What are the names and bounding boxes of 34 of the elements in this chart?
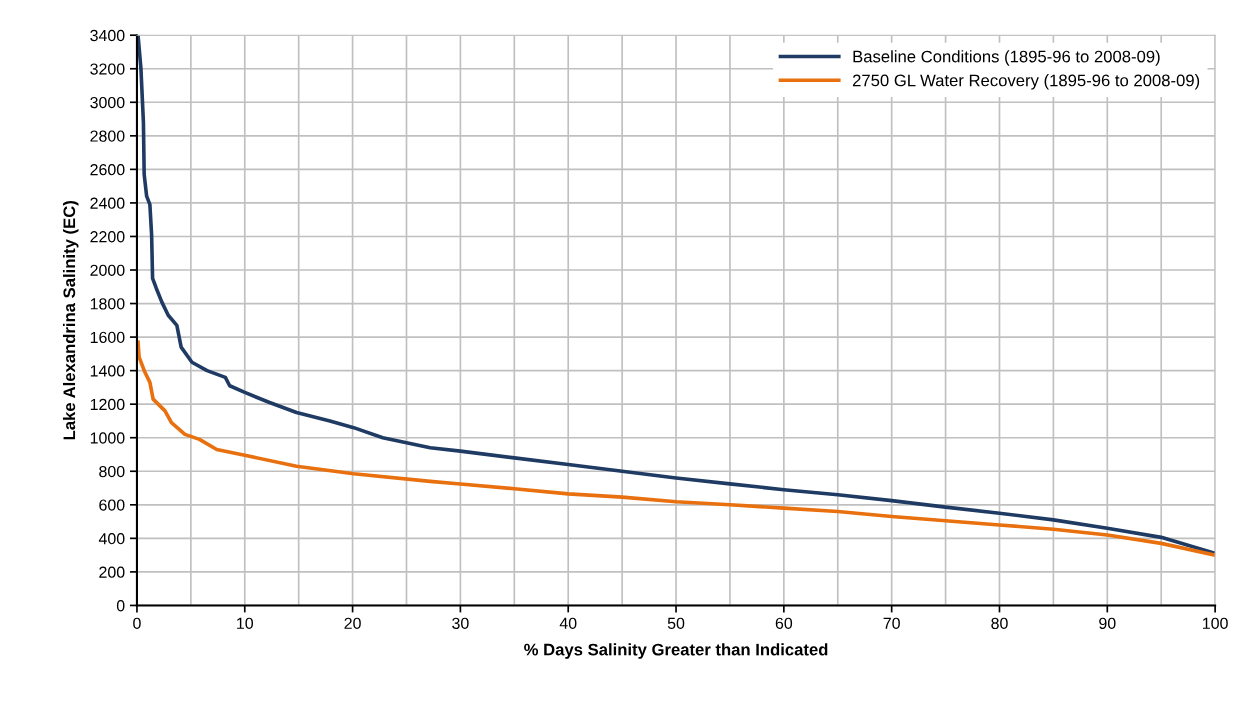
legend-label: 2750 GL Water Recovery (1895-96 to 2008-09)	[852, 74, 1200, 90]
x-tick-label: 50	[667, 617, 685, 629]
y-tick-label: 1600	[90, 331, 125, 344]
x-tick-label: 10	[237, 617, 254, 629]
x-tick-label: 40	[559, 617, 577, 629]
x-tick-label: 0	[133, 617, 141, 629]
y-tick-label: 1800	[90, 298, 125, 310]
x-tick-label: 30	[452, 617, 469, 629]
x-tick-label: 90	[1099, 617, 1116, 629]
y-tick-label: 2400	[90, 197, 125, 209]
y-tick-label: 1200	[90, 398, 125, 411]
y-tick-label: 2600	[90, 164, 125, 176]
legend-label: Baseline Conditions (1895-96 to 2008-09)	[853, 50, 1160, 66]
x-tick-label: 20	[344, 617, 361, 629]
y-tick-label: 2000	[90, 264, 125, 276]
y-tick-label: 3000	[90, 96, 125, 109]
x-tick-label: 80	[991, 617, 1008, 629]
x-tick-label: 60	[775, 617, 793, 629]
x-tick-label: 70	[883, 617, 900, 629]
y-tick-label: 1400	[90, 365, 125, 377]
y-tick-label: 600	[99, 499, 125, 511]
y-tick-label: 400	[98, 532, 125, 545]
y-tick-label: 200	[99, 566, 125, 578]
x-tick-label: 100	[1203, 617, 1228, 629]
y-tick-label: 0	[116, 600, 125, 612]
y-tick-label: 3200	[90, 63, 125, 75]
y-tick-label: 800	[99, 465, 125, 478]
y-tick-label: 2800	[90, 130, 125, 142]
y-tick-label: 2200	[90, 231, 125, 243]
x-axis-title: % Days Salinity Greater than Indicated	[524, 643, 828, 659]
y-tick-label: 1000	[90, 432, 125, 444]
line-series	[136, 340, 1216, 557]
y-axis-title: Lake Alexandrina Salinity (EC)	[62, 201, 79, 440]
y-tick-label: 3400	[90, 29, 125, 42]
